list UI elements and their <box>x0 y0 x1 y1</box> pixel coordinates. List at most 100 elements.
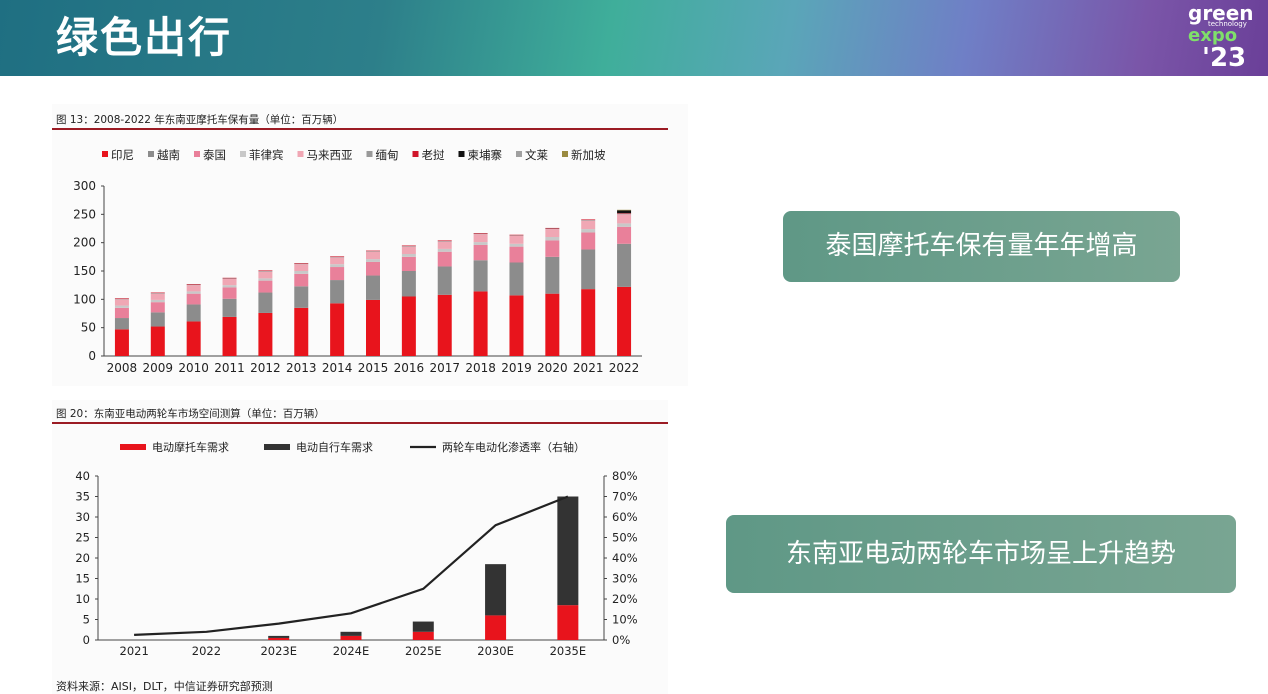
bar-segment-2011-item-6 <box>222 277 237 279</box>
chart2-legend-label-item-2: 两轮车电动化渗透率（右轴） <box>442 440 585 454</box>
bar-segment-2022-item-3 <box>617 223 632 227</box>
chart2-y-tick-label: 10 <box>75 592 90 606</box>
chart2-y2-tick-label: 80% <box>612 469 638 483</box>
bar-segment-2018-item-1 <box>473 260 488 292</box>
bar-segment-2009-item-4 <box>150 293 165 300</box>
bar-segment-2015-item-3 <box>366 259 380 262</box>
logo-line-1: green <box>1188 1 1254 25</box>
chart1-x-tick-label: 2009 <box>143 361 174 375</box>
bar-segment-2009-item-6 <box>150 292 165 294</box>
bar-segment-2013-item-5 <box>294 263 309 265</box>
bar-segment-2015-item-0 <box>366 299 380 356</box>
legend-swatch-item-0 <box>102 151 108 157</box>
bar-segment-2014-item-6 <box>330 256 345 257</box>
chart2-bar-2030E-item-1 <box>485 564 507 616</box>
header-banner: 绿色出行 green technology expo '23 <box>0 0 1268 76</box>
bar-segment-2018-item-3 <box>473 242 488 245</box>
chart2-y2-tick-label: 70% <box>612 490 638 504</box>
chart2-bar-2023E-item-0 <box>268 637 290 640</box>
chart1-x-tick-label: 2016 <box>394 361 425 375</box>
chart1-title-rule <box>52 128 668 130</box>
bar-segment-2009-item-0 <box>150 326 165 356</box>
bar-segment-2022-item-6 <box>617 213 632 214</box>
legend-label-item-8: 文莱 <box>525 148 548 162</box>
bar-segment-2017-item-2 <box>437 251 452 267</box>
chart1-y-tick-label: 200 <box>73 236 96 250</box>
legend-label-item-1: 越南 <box>157 148 180 162</box>
bar-segment-2010-item-4 <box>186 285 201 292</box>
bar-segment-2017-item-1 <box>437 266 452 295</box>
bar-segment-2011-item-3 <box>222 285 237 288</box>
chart1-svg: 印尼 越南 泰国 菲律宾 马来西亚 缅甸 老挝 柬埔寨 文莱 新加坡 0 50 100 150 200 250… <box>73 148 642 375</box>
legend-label-item-7: 柬埔寨 <box>468 148 503 162</box>
chart2-x-tick-label: 2022 <box>192 644 221 658</box>
bar-segment-2009-item-2 <box>150 302 165 313</box>
legend-swatch-item-5 <box>366 151 373 157</box>
bar-segment-2009-item-1 <box>150 312 165 327</box>
bar-segment-2008-item-1 <box>114 318 129 330</box>
bar-segment-2013-item-4 <box>294 264 309 271</box>
bar-segment-2012-item-4 <box>258 271 273 279</box>
bar-segment-2011-item-5 <box>222 278 237 279</box>
chart2-legend-label-item-0: 电动摩托车需求 <box>152 440 229 454</box>
chart2-bar-2025E-item-1 <box>412 621 434 632</box>
page-title: 绿色出行 <box>56 13 233 62</box>
bar-segment-2021-item-6 <box>581 219 596 220</box>
caption-sea-ev-trend: 东南亚电动两轮车市场呈上升趋势 <box>726 515 1236 593</box>
chart1-y-tick-label: 250 <box>73 207 96 221</box>
chart1-x-tick-label: 2018 <box>465 361 496 375</box>
chart2-bar-2025E-item-0 <box>412 631 434 640</box>
chart2-bar-2035E-item-0 <box>557 605 579 640</box>
bar-segment-2022-item-4 <box>617 214 632 224</box>
bar-segment-2012-item-5 <box>258 271 273 272</box>
bar-segment-2016-item-6 <box>401 245 416 247</box>
bar-segment-2015-item-1 <box>366 275 380 300</box>
bar-segment-2022-item-9 <box>617 209 632 211</box>
chart2-x-tick-label: 2025E <box>405 644 442 658</box>
bar-segment-2014-item-5 <box>330 256 345 258</box>
logo-line-4: '23 <box>1202 43 1247 73</box>
bar-segment-2012-item-6 <box>258 270 273 271</box>
bar-segment-2014-item-2 <box>330 267 345 281</box>
bar-segment-2021-item-4 <box>581 220 596 230</box>
bar-segment-2008-item-6 <box>114 298 129 299</box>
chart1-x-tick-label: 2008 <box>107 361 138 375</box>
bar-segment-2017-item-4 <box>437 241 452 249</box>
chart2-legend-label-item-1: 电动自行车需求 <box>296 440 373 454</box>
chart2-y-tick-label: 30 <box>75 510 90 524</box>
chart2-bar-2024E-item-1 <box>340 631 362 636</box>
bar-segment-2020-item-6 <box>545 227 560 229</box>
chart2-y2-tick-label: 60% <box>612 510 638 524</box>
bar-segment-2010-item-0 <box>186 321 201 356</box>
bar-segment-2011-item-2 <box>222 287 237 299</box>
bar-segment-2009-item-5 <box>150 293 165 294</box>
legend-swatch-item-3 <box>240 151 246 157</box>
logo-line-2: technology <box>1208 20 1247 28</box>
bar-segment-2013-item-0 <box>294 307 309 356</box>
legend-label-item-3: 菲律宾 <box>249 148 284 162</box>
bar-segment-2019-item-3 <box>509 243 524 247</box>
chart2-y-tick-label: 5 <box>83 613 90 627</box>
chart1-x-tick-label: 2021 <box>573 361 604 375</box>
legend-swatch-item-7 <box>458 151 465 157</box>
bar-segment-2011-item-4 <box>222 278 237 286</box>
legend-label-item-6: 老挝 <box>422 148 445 162</box>
bar-segment-2013-item-2 <box>294 273 309 287</box>
bar-segment-2011-item-1 <box>222 298 237 317</box>
bar-segment-2020-item-2 <box>545 240 560 257</box>
chart2-title-rule <box>52 422 668 424</box>
legend-label-item-5: 缅甸 <box>376 148 399 162</box>
legend-label-item-2: 泰国 <box>203 148 226 162</box>
bar-segment-2010-item-3 <box>186 291 201 294</box>
bar-segment-2022-item-2 <box>617 226 632 244</box>
chart1-y-tick-label: 50 <box>81 321 96 335</box>
bar-segment-2014-item-3 <box>330 264 345 268</box>
bar-segment-2019-item-6 <box>509 234 524 236</box>
bar-segment-2008-item-4 <box>114 299 129 306</box>
bar-segment-2017-item-0 <box>437 294 452 356</box>
chart2-bar-2035E-item-1 <box>557 496 579 606</box>
bar-segment-2020-item-5 <box>545 228 560 230</box>
bar-segment-2017-item-6 <box>437 240 452 241</box>
bar-segment-2019-item-0 <box>509 295 524 356</box>
chart2-y2-tick-label: 0% <box>612 633 630 647</box>
